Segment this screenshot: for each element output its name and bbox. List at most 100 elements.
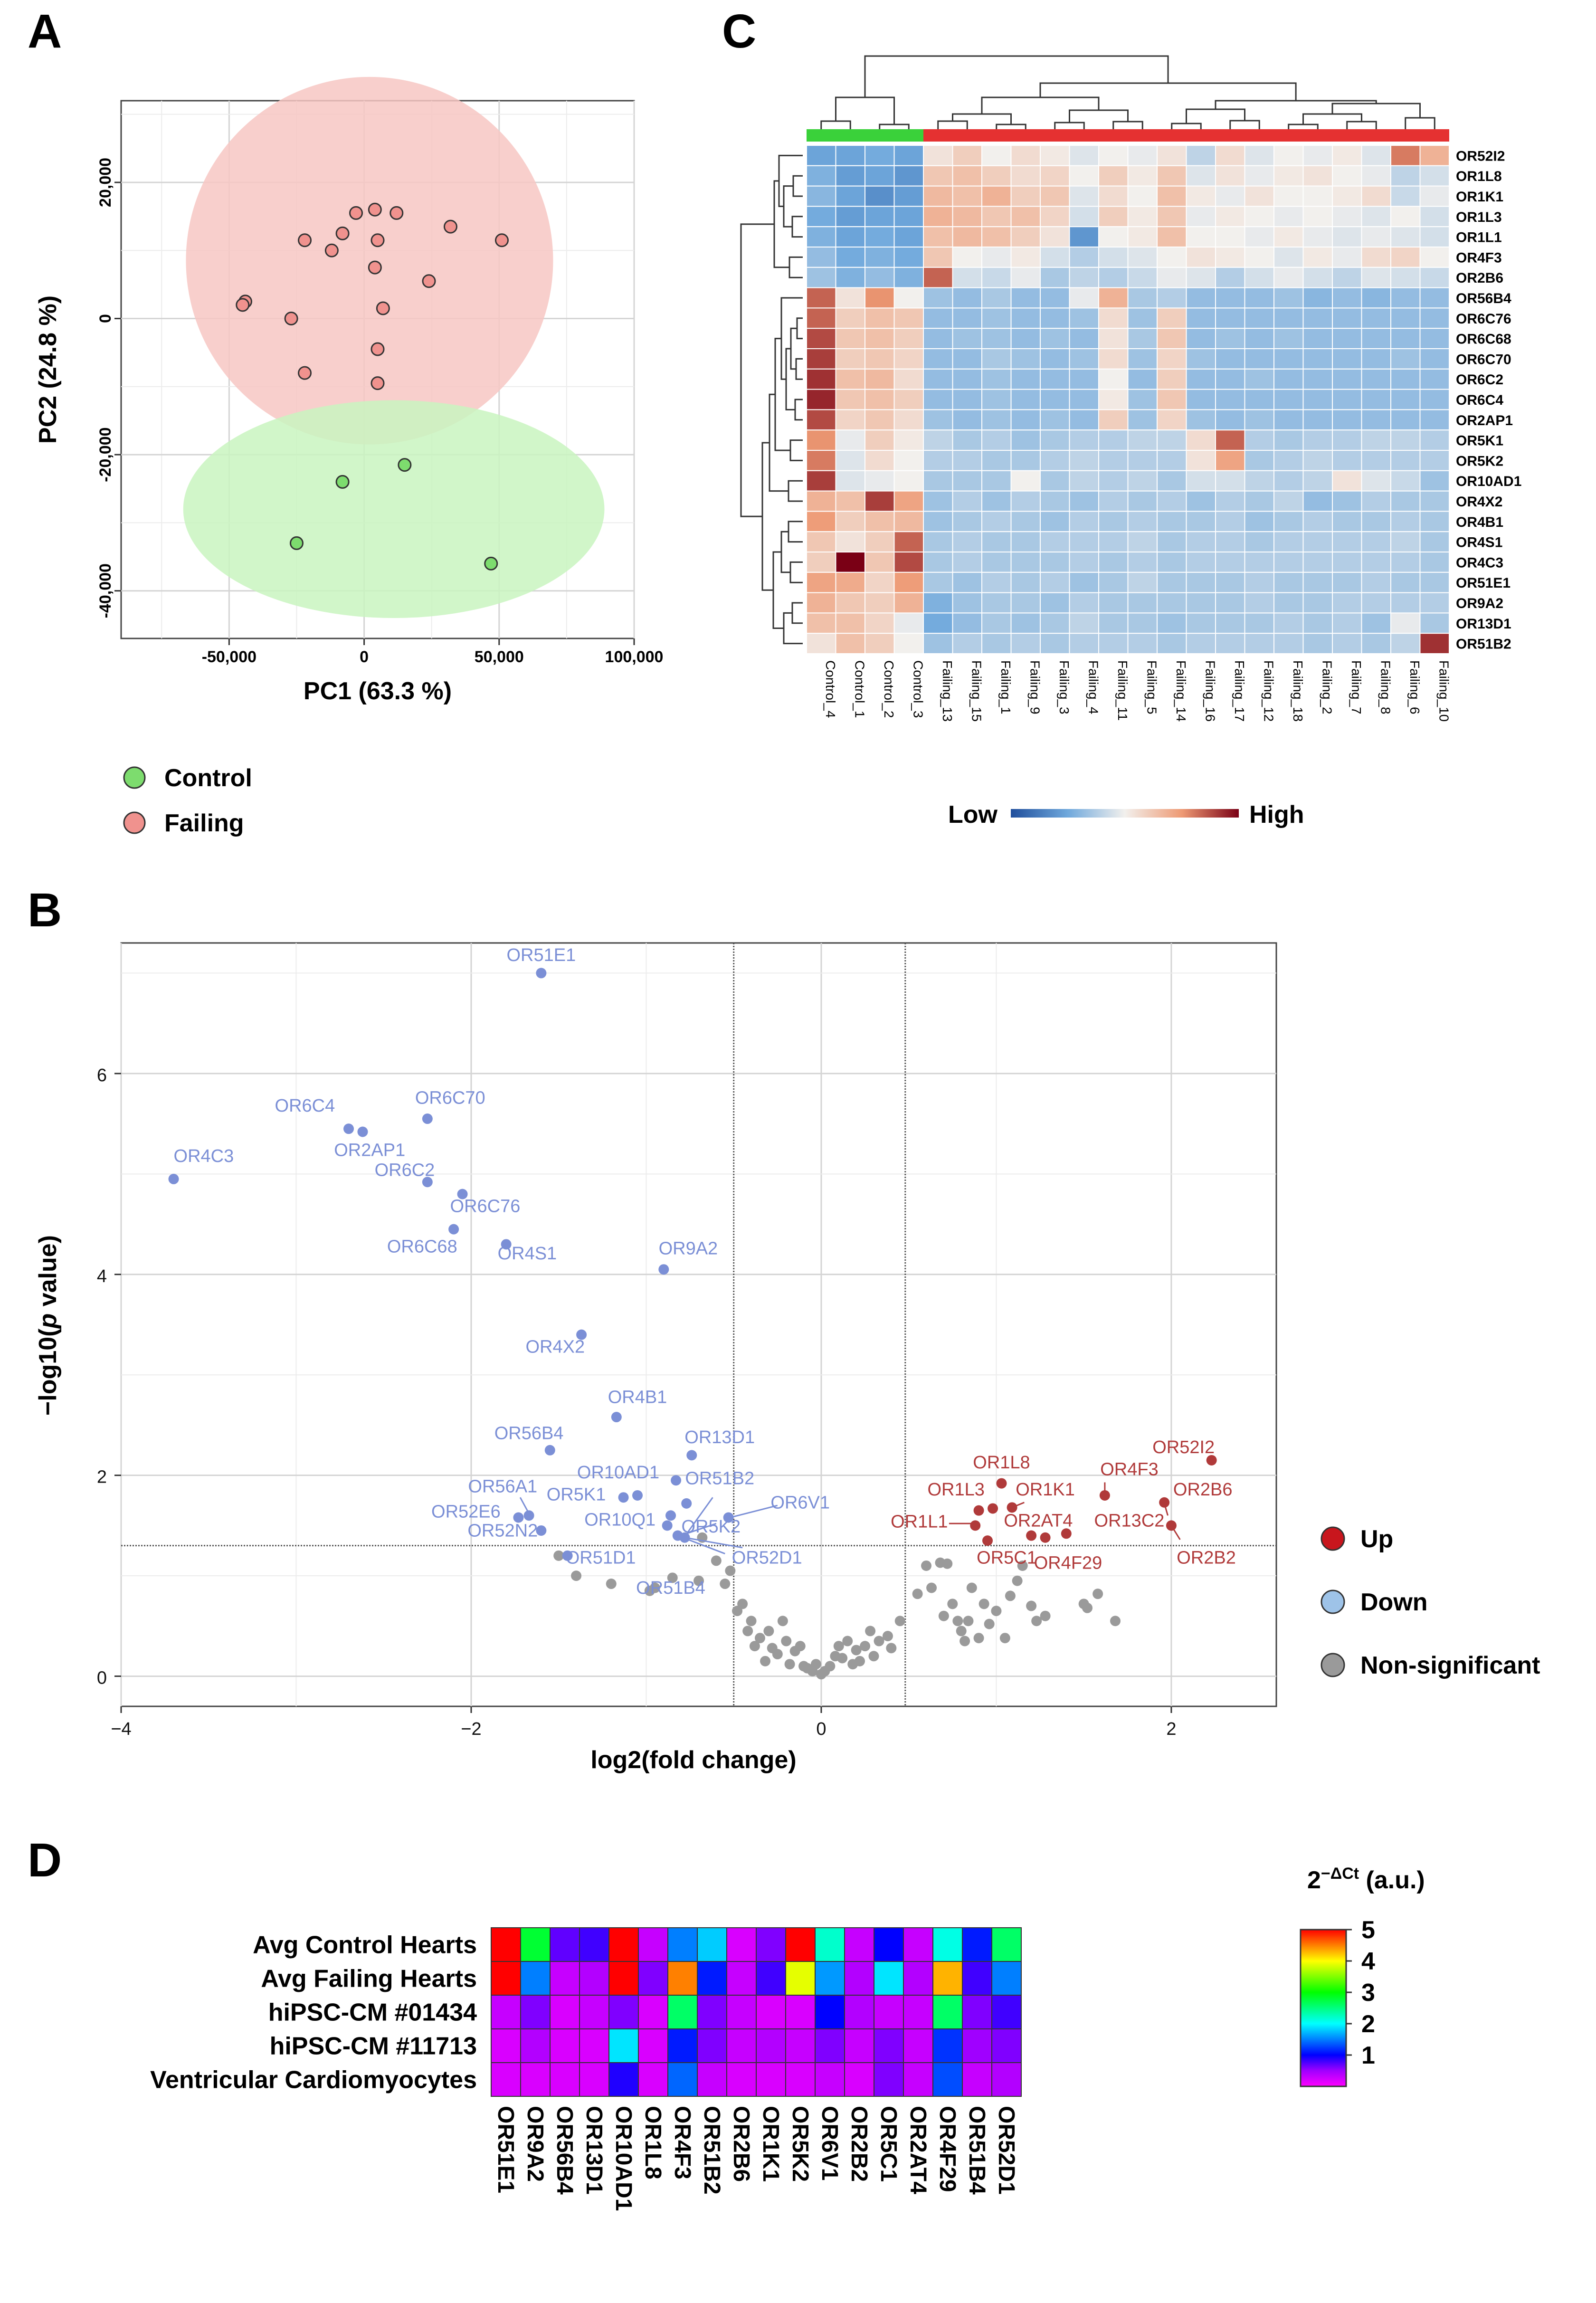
ns-point (571, 1570, 582, 1581)
pca-points (236, 202, 509, 571)
heatmap-cell (1098, 266, 1129, 288)
heatmap-column-label: Failing_2 (1320, 660, 1334, 714)
heatmap-cell (1302, 633, 1333, 654)
down-point (523, 1510, 534, 1521)
up-gene-label: OR13C2 (1094, 1511, 1165, 1531)
heatmap-cell (1098, 450, 1129, 471)
ns-point (991, 1606, 1002, 1617)
upregulated-points: OR52I2 OR1L8 OR4F3 OR2B6 OR1L3 OR1K1 OR1L1 OR2A… (891, 1437, 1236, 1573)
heatmap-cell (1215, 490, 1245, 512)
heatmap-cell (1069, 429, 1099, 451)
heatmap-cell (981, 450, 1012, 471)
label-leader-line (687, 1497, 713, 1532)
heatmap-cell (1215, 348, 1245, 370)
heatmap-cell (1040, 368, 1070, 390)
heatmap-cell (1040, 511, 1070, 533)
heatmap-cell (1157, 552, 1187, 573)
heatmap-cell (1157, 328, 1187, 350)
up-gene-label: OR1L3 (927, 1480, 984, 1500)
group-bar-cell (1244, 129, 1274, 142)
down-point (665, 1510, 676, 1521)
pca-point-failing (335, 226, 350, 240)
pca-point-failing (422, 274, 436, 288)
heatmap-cell (1361, 226, 1391, 248)
heatmap-cell (1215, 266, 1245, 288)
heatmap-cell (981, 266, 1012, 288)
heatmap-cell (1273, 287, 1304, 309)
down-gene-label: OR10Q1 (584, 1510, 656, 1530)
qpcr-cell (932, 1961, 963, 1996)
heatmap-color-scale (1011, 809, 1239, 818)
down-point (671, 1475, 682, 1486)
heatmap-legend-high: High (1249, 801, 1304, 828)
heatmap-cell (1098, 287, 1129, 309)
heatmap-cell (1332, 470, 1362, 492)
heatmap-cell (923, 490, 953, 512)
qpcr-column-label: OR13D1 (581, 2106, 607, 2195)
heatmap-cell (1215, 552, 1245, 573)
heatmap-cell (1040, 592, 1070, 614)
heatmap-column-label: Failing_3 (1057, 660, 1072, 714)
heatmap-cell (864, 287, 895, 309)
heatmap-cell (835, 470, 865, 492)
heatmap-cell (1010, 450, 1041, 471)
heatmap-cell (1273, 470, 1304, 492)
heatmap-cell (1273, 612, 1304, 634)
heatmap-cell (1215, 206, 1245, 228)
heatmap-cell (1010, 389, 1041, 410)
heatmap-row-label: OR4F3 (1456, 250, 1502, 266)
qpcr-cell (726, 1995, 757, 2029)
heatmap-cell (1361, 450, 1391, 471)
heatmap-cell (1010, 633, 1041, 654)
up-gene-label: OR1L1 (891, 1512, 948, 1532)
qpcr-column-label: OR6V1 (817, 2106, 842, 2180)
down-point (662, 1520, 673, 1531)
heatmap-cell (806, 429, 836, 451)
down-point (343, 1123, 354, 1134)
qpcr-cell (756, 1927, 786, 1962)
heatmap-cell (981, 145, 1012, 166)
heatmap-cell (952, 247, 982, 268)
heatmap-cell (864, 328, 895, 350)
down-gene-label: OR6C4 (275, 1096, 335, 1116)
heatmap-cell (1302, 592, 1333, 614)
down-gene-label: OR9A2 (659, 1238, 718, 1258)
up-point (1206, 1455, 1217, 1466)
pca-point-failing (324, 243, 339, 257)
heatmap-cell (1390, 429, 1421, 451)
heatmap-cell (952, 307, 982, 329)
heatmap-cell (864, 206, 895, 228)
qpcr-column-label: OR10AD1 (611, 2106, 636, 2211)
group-bar-cell (1011, 129, 1040, 142)
heatmap-cell (893, 450, 924, 471)
ns-point (868, 1651, 879, 1662)
heatmap-row-label: OR6C4 (1456, 392, 1503, 408)
heatmap-cell (1361, 490, 1391, 512)
heatmap-cell (923, 592, 953, 614)
heatmap-cell (1069, 206, 1099, 228)
ns-point (720, 1579, 731, 1589)
ns-point (784, 1659, 795, 1670)
heatmap-cell (952, 389, 982, 410)
qpcr-cell (491, 1961, 521, 1996)
heatmap-cell (1127, 165, 1158, 187)
heatmap-cell (1361, 368, 1391, 390)
ns-point (1082, 1602, 1093, 1613)
heatmap-cell (1186, 592, 1216, 614)
ns-point (606, 1579, 617, 1589)
heatmap-cell (1244, 592, 1274, 614)
heatmap-cell (1244, 185, 1274, 207)
heatmap-column-label: Control_4 (823, 660, 838, 718)
legend-failing-marker (123, 811, 146, 834)
down-gene-label: OR5K2 (681, 1517, 741, 1537)
heatmap-cell (1302, 612, 1333, 634)
heatmap-cell (952, 287, 982, 309)
heatmap-cell (923, 511, 953, 533)
heatmap-cell (981, 429, 1012, 451)
qpcr-cell (903, 2028, 933, 2063)
heatmap-cell (1332, 450, 1362, 471)
heatmap-cell (835, 389, 865, 410)
down-gene-label: OR56A1 (468, 1477, 537, 1497)
heatmap-cells (806, 145, 1450, 654)
